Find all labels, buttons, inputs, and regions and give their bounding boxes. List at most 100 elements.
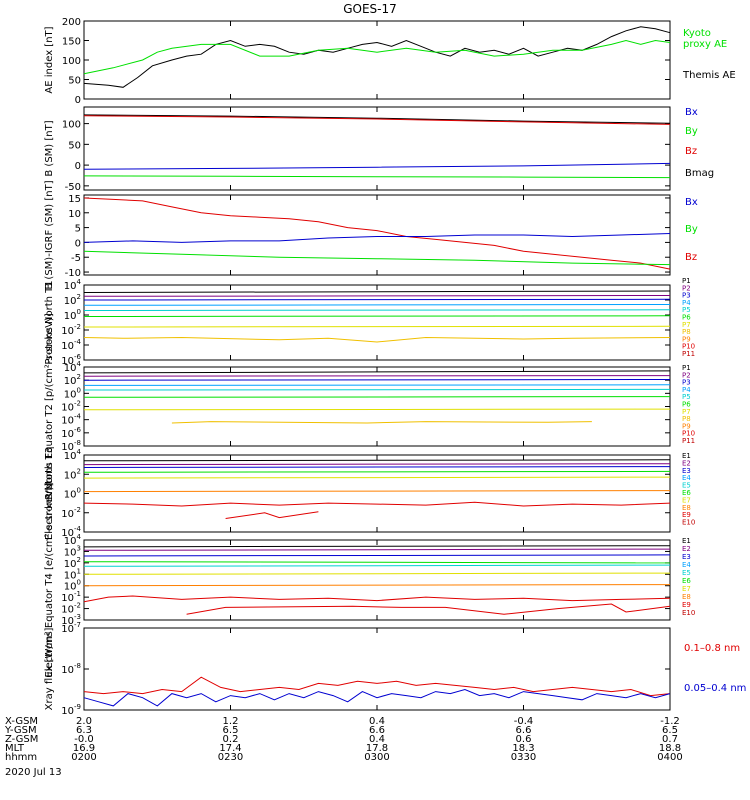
- ephem-row-label: MLT: [5, 743, 25, 754]
- y-tick-exponent: 0: [77, 487, 81, 495]
- y-axis-label: Electrons Equator T4 [e/(cm²-s-sr-keV)]: [44, 482, 55, 677]
- y-tick-exponent: -2: [74, 400, 81, 408]
- ephem-row-label: Z-GSM: [5, 734, 38, 745]
- series-p6: [83, 315, 671, 317]
- ephem-value: 17.8: [366, 743, 388, 754]
- series-p2: [83, 295, 671, 297]
- y-tick-label: 50: [68, 76, 81, 87]
- ephem-value: 0200: [71, 752, 96, 763]
- series-p8: [171, 421, 592, 424]
- ephem-value: 0.4: [369, 716, 385, 727]
- legend-entry: P9: [682, 422, 691, 430]
- series-e8: [225, 511, 319, 519]
- ephem-value: 0230: [218, 752, 243, 763]
- y-axis-label: B (SM) [nT]: [44, 120, 55, 176]
- y-axis-label: Electrons North T3: [44, 447, 55, 540]
- series-e4: [83, 561, 671, 564]
- legend-entry: P3: [682, 379, 691, 387]
- y-tick-exponent: -3: [74, 613, 81, 621]
- y-tick-exponent: -2: [74, 323, 81, 331]
- legend-entry: P7: [682, 408, 691, 416]
- legend-entry: By: [685, 126, 698, 137]
- series-e8: [83, 595, 671, 603]
- series-0-1-0-8-nm: [83, 676, 671, 697]
- ephem-value: 6.6: [516, 725, 532, 736]
- series-p6: [83, 396, 671, 398]
- legend-entry: P2: [682, 284, 691, 292]
- legend-entry: P2: [682, 371, 691, 379]
- ephem-value: 6.5: [223, 725, 239, 736]
- ephem-value: 0.7: [662, 734, 678, 745]
- y-tick-label: 0: [75, 238, 81, 249]
- y-tick-exponent: 0: [77, 386, 81, 394]
- legend-entry: E5: [682, 569, 691, 577]
- y-tick-exponent: 4: [77, 448, 82, 456]
- series-p7: [83, 325, 671, 328]
- ephem-value: 18.8: [659, 743, 681, 754]
- y-tick-exponent: -1: [74, 590, 81, 598]
- legend-entry: Bx: [685, 197, 698, 208]
- series-p1: [83, 290, 671, 293]
- y-axis-label: AE index [nT]: [44, 26, 55, 93]
- series-by: [83, 175, 671, 179]
- y-axis-label: B (SM)-IGRF (SM) [nT]: [44, 180, 55, 289]
- y-tick-label: 200: [62, 17, 81, 28]
- legend-entry: P8: [682, 328, 691, 336]
- ephem-value: 1.2: [223, 716, 239, 727]
- ephem-value: 17.4: [219, 743, 241, 754]
- y-tick-label: -50: [65, 182, 81, 193]
- y-tick-label: 150: [62, 37, 81, 48]
- legend-entry: P7: [682, 321, 691, 329]
- ephem-value: 0.2: [223, 734, 239, 745]
- series-e1: [83, 459, 671, 462]
- y-tick-exponent: 2: [77, 293, 81, 301]
- series-p8: [83, 336, 671, 343]
- series-e9: [186, 603, 671, 615]
- plot-title: GOES-17: [343, 2, 397, 16]
- ephem-value: 6.6: [369, 725, 385, 736]
- legend-entry: E10: [682, 519, 695, 527]
- legend-entry: E9: [682, 601, 691, 609]
- y-tick-exponent: 2: [77, 467, 81, 475]
- legend-entry: E7: [682, 496, 691, 504]
- series-e7: [83, 501, 671, 507]
- y-tick-label: 15: [68, 194, 81, 205]
- series-e6: [83, 490, 671, 493]
- series-kyoto-proxy-ae: [83, 39, 671, 75]
- legend-entry: P6: [682, 401, 691, 409]
- legend-entry: Bz: [685, 252, 697, 263]
- y-tick-exponent: -6: [74, 353, 82, 361]
- legend-entry: E3: [682, 553, 691, 561]
- y-tick-exponent: 4: [77, 360, 82, 368]
- series-by: [83, 250, 671, 266]
- ephem-value: 2.0: [76, 716, 92, 727]
- legend-entry: E1: [682, 537, 691, 545]
- legend-entry: P11: [682, 437, 695, 445]
- ephem-value: 0300: [364, 752, 389, 763]
- series-p5: [83, 388, 671, 391]
- legend-entry: E4: [682, 561, 691, 569]
- legend-entry: E6: [682, 577, 691, 585]
- series-bx: [83, 233, 671, 243]
- series-bz: [83, 115, 671, 125]
- y-tick-exponent: -4: [74, 525, 82, 533]
- legend-entry: E7: [682, 585, 691, 593]
- series-p4: [83, 304, 671, 306]
- y-tick-exponent: 1: [77, 567, 81, 575]
- legend-entry: E2: [682, 545, 691, 553]
- series-bz: [83, 197, 671, 270]
- ephem-row-label: X-GSM: [5, 716, 38, 727]
- y-tick-label: 0: [75, 95, 81, 106]
- ephem-value: 16.9: [73, 743, 95, 754]
- date-label: 2020 Jul 13: [5, 767, 62, 778]
- legend-entry: E4: [682, 474, 691, 482]
- y-tick-exponent: -8: [74, 662, 81, 670]
- series-e6: [83, 572, 671, 575]
- legend-entry: E6: [682, 489, 691, 497]
- series-p5: [83, 309, 671, 311]
